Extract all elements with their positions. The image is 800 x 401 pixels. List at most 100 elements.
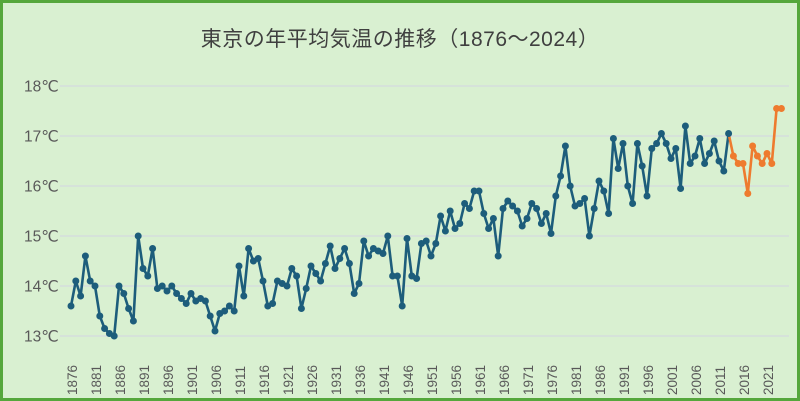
y-axis-tick-label: 18℃	[24, 79, 59, 96]
data-point-main	[691, 152, 699, 160]
data-point-main	[504, 197, 512, 205]
data-point-main	[547, 230, 555, 237]
x-axis-tick-label: 1956	[449, 365, 464, 395]
data-point-main	[581, 195, 589, 202]
data-point-main	[657, 130, 665, 137]
data-point-main	[427, 252, 435, 260]
data-point-main	[336, 255, 344, 262]
data-point-main	[638, 162, 646, 170]
x-axis-tick-label: 2006	[689, 365, 704, 395]
x-axis-tick-label: 2016	[737, 365, 752, 395]
data-point-main	[451, 225, 459, 232]
x-axis-tick-label: 2021	[761, 365, 776, 395]
data-point-main	[211, 327, 219, 335]
data-point-main	[163, 287, 171, 295]
data-point-main	[422, 237, 430, 245]
data-point-main	[168, 282, 176, 290]
data-point-main	[432, 240, 440, 247]
data-point-main	[398, 302, 406, 310]
x-axis-tick-label: 2011	[713, 366, 728, 395]
y-axis-tick-label: 15℃	[24, 229, 59, 246]
x-axis-tick-label: 1976	[545, 365, 560, 395]
data-point-main	[403, 235, 411, 242]
data-point-main	[494, 252, 502, 260]
data-point-main	[413, 275, 421, 282]
data-point-recent	[773, 105, 781, 112]
x-axis-tick-label: 2001	[665, 365, 680, 395]
data-point-main	[360, 237, 368, 245]
data-point-main	[302, 285, 310, 292]
x-axis-tick-label: 1901	[185, 365, 200, 395]
data-point-main	[600, 187, 608, 195]
data-point-main	[345, 260, 353, 267]
data-point-main	[288, 265, 296, 272]
data-point-main	[677, 185, 685, 192]
data-point-main	[489, 215, 497, 222]
data-point-recent	[744, 190, 752, 197]
data-point-main	[206, 312, 214, 320]
data-point-main	[701, 160, 709, 167]
data-point-main	[614, 165, 622, 172]
x-axis-tick-label: 1936	[353, 365, 368, 395]
x-axis-tick-label: 1921	[281, 365, 296, 395]
data-point-main	[201, 297, 209, 305]
data-point-main	[662, 140, 670, 147]
data-point-main	[456, 220, 464, 227]
data-point-recent	[753, 152, 761, 160]
data-point-main	[643, 192, 651, 200]
data-point-main	[81, 252, 89, 260]
y-axis-tick-label: 14℃	[24, 279, 59, 296]
x-axis-tick-label: 1961	[473, 365, 488, 395]
data-point-main	[221, 307, 229, 315]
x-axis-tick-label: 1916	[257, 365, 272, 395]
data-point-main	[446, 207, 454, 215]
data-point-main	[72, 277, 80, 285]
data-point-main	[523, 215, 531, 222]
x-axis-tick-label: 1951	[425, 365, 440, 395]
data-point-recent	[758, 160, 766, 167]
data-point-main	[696, 135, 704, 142]
data-point-main	[648, 145, 656, 152]
data-point-main	[245, 245, 253, 252]
data-point-main	[120, 290, 128, 297]
data-point-main	[441, 227, 449, 235]
data-point-main	[77, 292, 85, 300]
data-point-main	[609, 135, 617, 142]
data-point-main	[67, 302, 75, 310]
x-axis-tick-label: 1986	[593, 365, 608, 395]
data-point-main	[485, 225, 493, 232]
data-point-main	[254, 255, 262, 262]
data-point-main	[720, 167, 728, 175]
data-point-main	[518, 222, 526, 230]
data-point-main	[475, 187, 483, 195]
data-point-main	[129, 317, 137, 325]
y-axis-tick-label: 13℃	[24, 329, 59, 346]
x-axis-tick-label: 1881	[89, 365, 104, 395]
data-point-recent	[749, 142, 757, 150]
data-point-main	[96, 312, 104, 320]
x-axis-tick-label: 1996	[641, 365, 656, 395]
temperature-line-chart: 13℃ 14℃ 15℃ 16℃ 17℃ 18℃ 1876 1881 1886 1891 1896 19…	[24, 79, 789, 395]
data-point-main	[686, 160, 694, 167]
y-axis-tick-label: 17℃	[24, 129, 59, 146]
data-point-main	[667, 155, 675, 162]
data-point-main	[528, 200, 536, 207]
data-point-main	[240, 292, 248, 300]
x-axis-tick-label: 1971	[521, 365, 536, 395]
data-point-main	[225, 302, 233, 310]
data-point-recent	[763, 150, 771, 157]
data-point-main	[561, 142, 569, 150]
x-axis-tick-label: 1941	[377, 365, 392, 395]
x-axis-tick-label: 1911	[233, 366, 248, 395]
data-point-main	[149, 245, 157, 252]
x-axis-tick-label: 1946	[401, 365, 416, 395]
data-point-main	[705, 150, 713, 157]
data-point-main	[230, 307, 238, 315]
data-point-main	[499, 205, 507, 212]
x-axis-tick-label: 1886	[113, 365, 128, 395]
data-point-recent	[739, 160, 747, 167]
data-point-main	[672, 145, 680, 152]
x-axis-tick-label: 1876	[65, 365, 80, 395]
data-point-main	[389, 272, 397, 280]
